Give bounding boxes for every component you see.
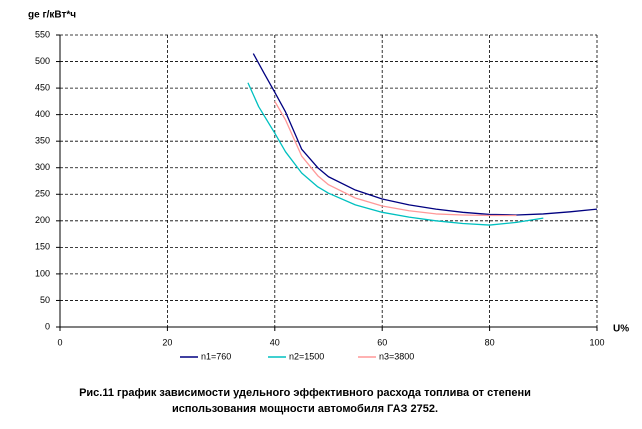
- y-tick-label: 450: [35, 82, 50, 92]
- y-tick-label: 0: [45, 321, 50, 331]
- x-tick-label: 80: [485, 337, 495, 347]
- x-tick-label: 0: [57, 337, 62, 347]
- y-tick-label: 50: [40, 295, 50, 305]
- y-tick-label: 550: [35, 29, 50, 39]
- legend-label: n3=3800: [379, 351, 414, 361]
- y-tick-label: 100: [35, 268, 50, 278]
- series-line: [274, 101, 517, 217]
- y-tick-label: 400: [35, 109, 50, 119]
- y-tick-label: 300: [35, 162, 50, 172]
- legend-label: n1=760: [201, 351, 231, 361]
- legend-label: n2=1500: [289, 351, 324, 361]
- caption-line: использования мощности автомобиля ГАЗ 27…: [172, 403, 438, 415]
- series-line: [247, 82, 544, 226]
- y-tick-label: 500: [35, 56, 50, 66]
- x-axis-label: U%: [613, 324, 629, 335]
- y-axis-label: ge г/кВт*ч: [28, 10, 76, 21]
- x-tick-label: 20: [162, 337, 172, 347]
- x-tick-label: 40: [270, 337, 280, 347]
- series-line: [252, 53, 598, 216]
- y-tick-label: 200: [35, 215, 50, 225]
- caption-line: Рис.11 график зависимости удельного эффе…: [79, 387, 531, 399]
- y-tick-label: 150: [35, 242, 50, 252]
- x-tick-label: 100: [589, 337, 604, 347]
- y-tick-label: 350: [35, 136, 50, 146]
- y-tick-label: 250: [35, 189, 50, 199]
- x-tick-label: 60: [377, 337, 387, 347]
